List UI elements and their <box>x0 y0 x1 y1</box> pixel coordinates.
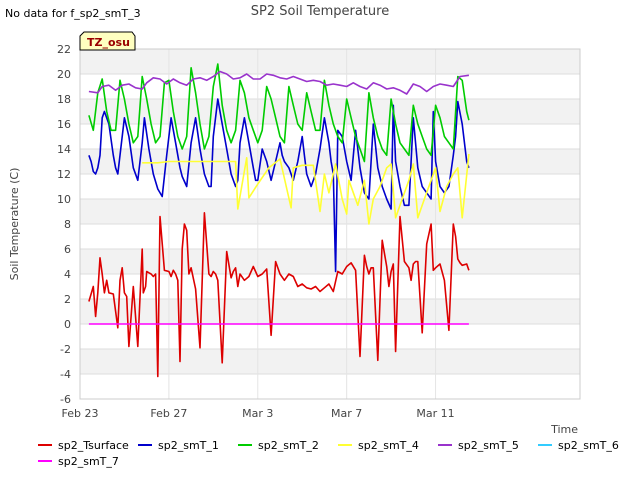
y-tick-label: 4 <box>64 268 71 281</box>
y-tick-label: 22 <box>57 43 71 56</box>
y-tick-label: 18 <box>57 93 71 106</box>
tz-badge-box <box>79 31 136 51</box>
x-tick-label: Mar 3 <box>242 407 273 420</box>
plot-band <box>80 299 580 324</box>
legend-swatch <box>138 444 152 446</box>
legend-item-sp2-smt-1: sp2_smT_1 <box>138 439 238 452</box>
y-axis-label: Soil Temperature (C) <box>8 168 21 281</box>
plot-frame <box>79 48 581 400</box>
y-tick-label: 10 <box>57 193 71 206</box>
x-tick-label: Feb 27 <box>150 407 187 420</box>
legend-swatch <box>38 460 52 462</box>
x-tick-label: Feb 23 <box>62 407 99 420</box>
legend-item-sp2-smt-7: sp2_smT_7 <box>38 455 141 468</box>
legend: sp2_Tsurface sp2_smT_1 sp2_smT_2 sp2_smT… <box>38 437 638 469</box>
series-line-sp2-smt-4 <box>142 153 470 225</box>
legend-label: sp2_smT_1 <box>158 438 219 452</box>
legend-swatch <box>438 444 452 446</box>
plot-band <box>80 324 580 349</box>
series-line-sp2-tsurface <box>88 212 470 378</box>
legend-item-sp2-smt-4: sp2_smT_4 <box>338 439 438 452</box>
y-tick-label: -4 <box>60 368 71 381</box>
chart-title: SP2 Soil Temperature <box>251 4 389 19</box>
legend-label: sp2_smT_5 <box>458 438 519 452</box>
x-tick-labels: Feb 23 Feb 27 Mar 3 Mar 7 Mar 11 <box>62 407 455 420</box>
y-tick-labels: -6 -4 -2 0 2 4 6 8 10 12 14 16 18 20 22 <box>57 43 71 406</box>
x-tick-label: Mar 7 <box>331 407 362 420</box>
tz-badge-label: TZ_osu <box>87 36 130 49</box>
plot-band <box>80 349 580 374</box>
legend-label: sp2_Tsurface <box>58 438 129 452</box>
legend-item-sp2-tsurface: sp2_Tsurface <box>38 439 138 452</box>
plot-band <box>80 374 580 399</box>
y-tick-label: 20 <box>57 68 71 81</box>
legend-row-1: sp2_Tsurface sp2_smT_1 sp2_smT_2 sp2_smT… <box>38 437 638 453</box>
series-line-sp2-smt-2 <box>88 63 470 163</box>
legend-row-2: sp2_smT_7 <box>38 453 638 469</box>
y-tick-label: 0 <box>64 318 71 331</box>
legend-swatch <box>538 444 552 446</box>
legend-label: sp2_smT_7 <box>58 454 119 468</box>
y-tick-label: 2 <box>64 293 71 306</box>
series-lines <box>88 63 470 378</box>
plot-band <box>80 224 580 249</box>
legend-label: sp2_smT_2 <box>258 438 319 452</box>
plot-band <box>80 124 580 149</box>
legend-swatch <box>38 444 52 446</box>
legend-swatch <box>238 444 252 446</box>
legend-item-sp2-smt-6: sp2_smT_6 <box>538 439 638 452</box>
legend-label: sp2_smT_6 <box>558 438 619 452</box>
plot-band <box>80 249 580 274</box>
y-tick-label: 6 <box>64 243 71 256</box>
tz-badge: TZ_osu <box>79 31 136 51</box>
y-tick-label: -6 <box>60 393 71 406</box>
plot-band <box>80 49 580 74</box>
no-data-note: No data for f_sp2_smT_3 <box>5 7 141 20</box>
y-tick-label: 12 <box>57 168 71 181</box>
y-tick-label: 8 <box>64 218 71 231</box>
x-tick-label: Mar 11 <box>416 407 454 420</box>
plot-band <box>80 199 580 224</box>
plot-background-bands <box>80 49 580 399</box>
legend-item-sp2-smt-5: sp2_smT_5 <box>438 439 538 452</box>
legend-label: sp2_smT_4 <box>358 438 419 452</box>
series-line-sp2-smt-5 <box>88 70 470 95</box>
legend-item-sp2-smt-2: sp2_smT_2 <box>238 439 338 452</box>
series-line-sp2-smt-1 <box>88 98 470 273</box>
y-tick-label: 14 <box>57 143 71 156</box>
legend-swatch <box>338 444 352 446</box>
y-tick-label: 16 <box>57 118 71 131</box>
y-tick-label: -2 <box>60 343 71 356</box>
x-axis-label: Time <box>550 423 578 436</box>
